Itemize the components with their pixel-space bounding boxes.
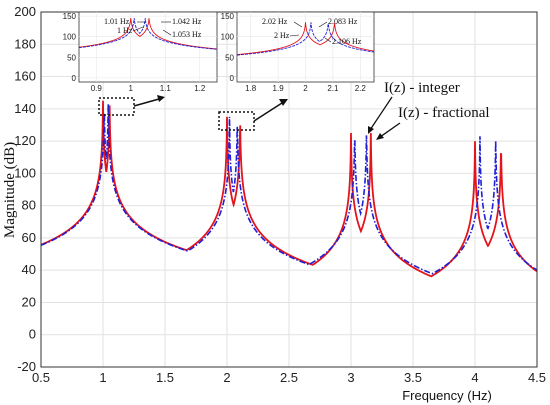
inset-peak-label: 2.02 Hz [262,17,288,26]
tick-labels: 0.5 1 1.5 2 2.5 3 3.5 4 4.5-20020406080100120140… [14,4,546,385]
arrow-integer [369,96,393,131]
inset-x-tick-label: 1.9 [273,84,285,93]
y-tick-label: 0 [29,327,36,342]
inset-peak-label: 2.083 Hz [328,17,358,26]
inset-x-tick-label: 2 [303,84,308,93]
x-tick-label: 1.5 [156,370,174,385]
y-axis-label: Magnitude (dB) [2,142,18,238]
y-tick-label: -20 [17,359,36,374]
inset-x-tick-label: 0.9 [91,84,103,93]
inset-y-tick-label: 50 [225,53,234,62]
inset-x-tick-label: 1.2 [194,84,206,93]
inset-y-tick-label: 0 [230,74,235,83]
inset-peak-label: 1.01 Hz [104,17,130,26]
y-tick-label: 20 [22,294,36,309]
x-tick-label: 0.5 [32,370,50,385]
inset-x-tick-label: 1.8 [245,84,257,93]
inset-y-tick-label: 150 [63,12,77,21]
inset-y-tick-label: 100 [63,33,77,42]
arrow-fractional [379,122,401,138]
inset-x-tick-label: 2.2 [355,84,367,93]
y-tick-label: 100 [14,165,36,180]
inset-1: 0.9 1 1.1 1.2 0 50 100 150 1.01 Hz1 Hz 1.042 Hz 1.… [63,11,218,93]
series-integer-line [40,103,538,275]
inset-peak-label: 2.106 Hz [332,37,362,46]
arrow-integer-head [368,126,374,134]
x-tick-label: 1 [99,370,106,385]
inset-y-tick-label: 100 [221,33,235,42]
x-tick-label: 2.5 [280,370,298,385]
inset-peak-label: 1.042 Hz [172,17,202,26]
y-tick-label: 140 [14,101,36,116]
zoom-arrow-1 [133,98,160,107]
inset-y-tick-label: 150 [221,12,235,21]
zoom-arrow-2 [253,102,283,122]
inset-peak-label: 2 Hz [274,31,290,40]
x-tick-label: 4.5 [528,370,546,385]
x-axis-label: Frequency (Hz) [402,388,492,403]
inset-y-tick-label: 50 [67,53,76,62]
inset-x-tick-label: 1.1 [160,84,172,93]
inset-peak-label: 1 Hz [117,26,133,35]
y-tick-label: 160 [14,69,36,84]
x-tick-label: 4 [471,370,478,385]
inset-y-tick-label: 0 [72,74,77,83]
inset-x-tick-label: 2.1 [327,84,339,93]
inset-integer-line [236,22,375,56]
arrow-fractional-head [376,133,384,140]
zoom-arrow-1-head [157,95,165,102]
zoom-box-1 [98,97,135,116]
x-tick-label: 2 [223,370,230,385]
curves [40,100,538,278]
y-tick-label: 200 [14,4,36,19]
inset-fractional-line [78,18,218,50]
y-tick-label: 120 [14,133,36,148]
x-tick-label: 3.5 [404,370,422,385]
y-tick-label: 60 [22,230,36,245]
inset-fractional-line [236,22,375,56]
legend-annotations: I(z) - integer I(z) - fractional [368,80,490,140]
inset-integer-line [78,18,218,50]
zoom-arrow-2-head [279,99,288,106]
annotation-integer: I(z) - integer [384,80,460,96]
y-tick-label: 80 [22,198,36,213]
inset-x-tick-label: 1 [129,84,134,93]
x-tick-label: 3 [347,370,354,385]
y-tick-label: 40 [22,262,36,277]
y-tick-label: 180 [14,36,36,51]
inset-peak-label: 1.053 Hz [172,30,202,39]
inset-2: 1.8 1.9 2 2.1 2.2 0 50 100 150 2.02 Hz 2 Hz 2.083 H… [221,11,375,93]
annotation-fractional: I(z) - fractional [398,105,490,121]
